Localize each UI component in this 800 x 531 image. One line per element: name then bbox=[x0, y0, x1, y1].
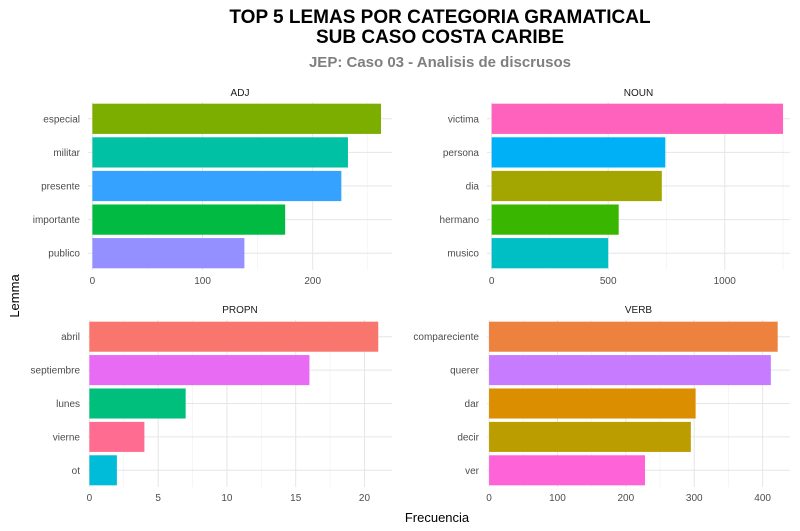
bar-adj-militar bbox=[92, 137, 348, 168]
chart-title-line2: SUB CASO COSTA CARIBE bbox=[315, 27, 565, 48]
y-tick-label: persona bbox=[443, 148, 480, 159]
x-tick-label: 100 bbox=[194, 276, 211, 287]
x-tick-label: 200 bbox=[304, 276, 321, 287]
chart-title-line1: TOP 5 LEMAS POR CATEGORIA GRAMATICAL bbox=[229, 7, 651, 28]
y-tick-label: ot bbox=[72, 466, 81, 477]
y-tick-label: presente bbox=[41, 182, 80, 193]
x-tick-label: 0 bbox=[489, 276, 495, 287]
bar-verb-dar bbox=[489, 388, 696, 419]
bar-verb-querer bbox=[489, 355, 771, 386]
bar-adj-presente bbox=[92, 170, 342, 202]
bar-verb-decir bbox=[489, 421, 691, 452]
y-tick-label: compareciente bbox=[413, 332, 479, 343]
bar-noun-persona bbox=[491, 137, 666, 168]
x-tick-label: 0 bbox=[87, 493, 93, 504]
y-tick-label: importante bbox=[33, 215, 81, 226]
x-tick-label: 100 bbox=[549, 493, 566, 504]
facet-strip-label-verb: VERB bbox=[625, 305, 653, 316]
y-tick-label: ver bbox=[465, 466, 480, 477]
y-tick-label: dar bbox=[465, 399, 480, 410]
y-tick-label: especial bbox=[43, 114, 80, 125]
y-tick-label: dia bbox=[466, 182, 480, 193]
x-tick-label: 5 bbox=[155, 493, 161, 504]
y-axis-label: Lemma bbox=[7, 274, 22, 318]
x-tick-label: 10 bbox=[221, 493, 233, 504]
x-tick-label: 20 bbox=[359, 493, 371, 504]
y-tick-label: decir bbox=[457, 432, 479, 443]
bar-noun-hermano bbox=[491, 204, 619, 235]
y-tick-label: septiembre bbox=[31, 366, 81, 377]
x-tick-label: 200 bbox=[618, 493, 635, 504]
chart-subtitle: JEP: Caso 03 - Analisis de discrusos bbox=[308, 54, 572, 71]
y-tick-label: publico bbox=[48, 249, 80, 260]
x-tick-label: 1000 bbox=[714, 276, 737, 287]
x-tick-label: 500 bbox=[600, 276, 617, 287]
facet-strip-label-noun: NOUN bbox=[624, 88, 653, 99]
y-tick-label: vierne bbox=[53, 432, 81, 443]
x-tick-label: 0 bbox=[486, 493, 492, 504]
bar-adj-importante bbox=[92, 204, 286, 235]
x-tick-label: 0 bbox=[90, 276, 96, 287]
x-axis-label: Frecuencia bbox=[405, 510, 470, 525]
facet-strip-label-adj: ADJ bbox=[231, 88, 250, 99]
y-tick-label: lunes bbox=[56, 399, 80, 410]
y-tick-label: querer bbox=[450, 366, 480, 377]
bar-noun-dia bbox=[491, 170, 662, 202]
bar-verb-ver bbox=[489, 455, 645, 486]
y-tick-label: hermano bbox=[440, 215, 480, 226]
bar-propn-lunes bbox=[89, 388, 186, 419]
y-tick-label: abril bbox=[61, 332, 80, 343]
x-tick-label: 400 bbox=[754, 493, 771, 504]
bar-noun-victima bbox=[491, 103, 784, 134]
bar-adj-especial bbox=[92, 103, 381, 134]
y-tick-label: musico bbox=[447, 249, 479, 260]
bar-noun-musico bbox=[491, 238, 609, 269]
bar-verb-compareciente bbox=[489, 321, 778, 352]
y-tick-label: victima bbox=[448, 114, 480, 125]
facet-strip-label-propn: PROPN bbox=[222, 305, 258, 316]
bar-adj-publico bbox=[92, 238, 245, 269]
x-tick-label: 15 bbox=[290, 493, 302, 504]
bar-propn-vierne bbox=[89, 421, 145, 452]
bar-propn-abril bbox=[89, 321, 379, 352]
x-tick-label: 300 bbox=[686, 493, 703, 504]
y-tick-label: militar bbox=[53, 148, 80, 159]
bar-propn-ot bbox=[89, 455, 117, 486]
bar-propn-septiembre bbox=[89, 355, 310, 386]
